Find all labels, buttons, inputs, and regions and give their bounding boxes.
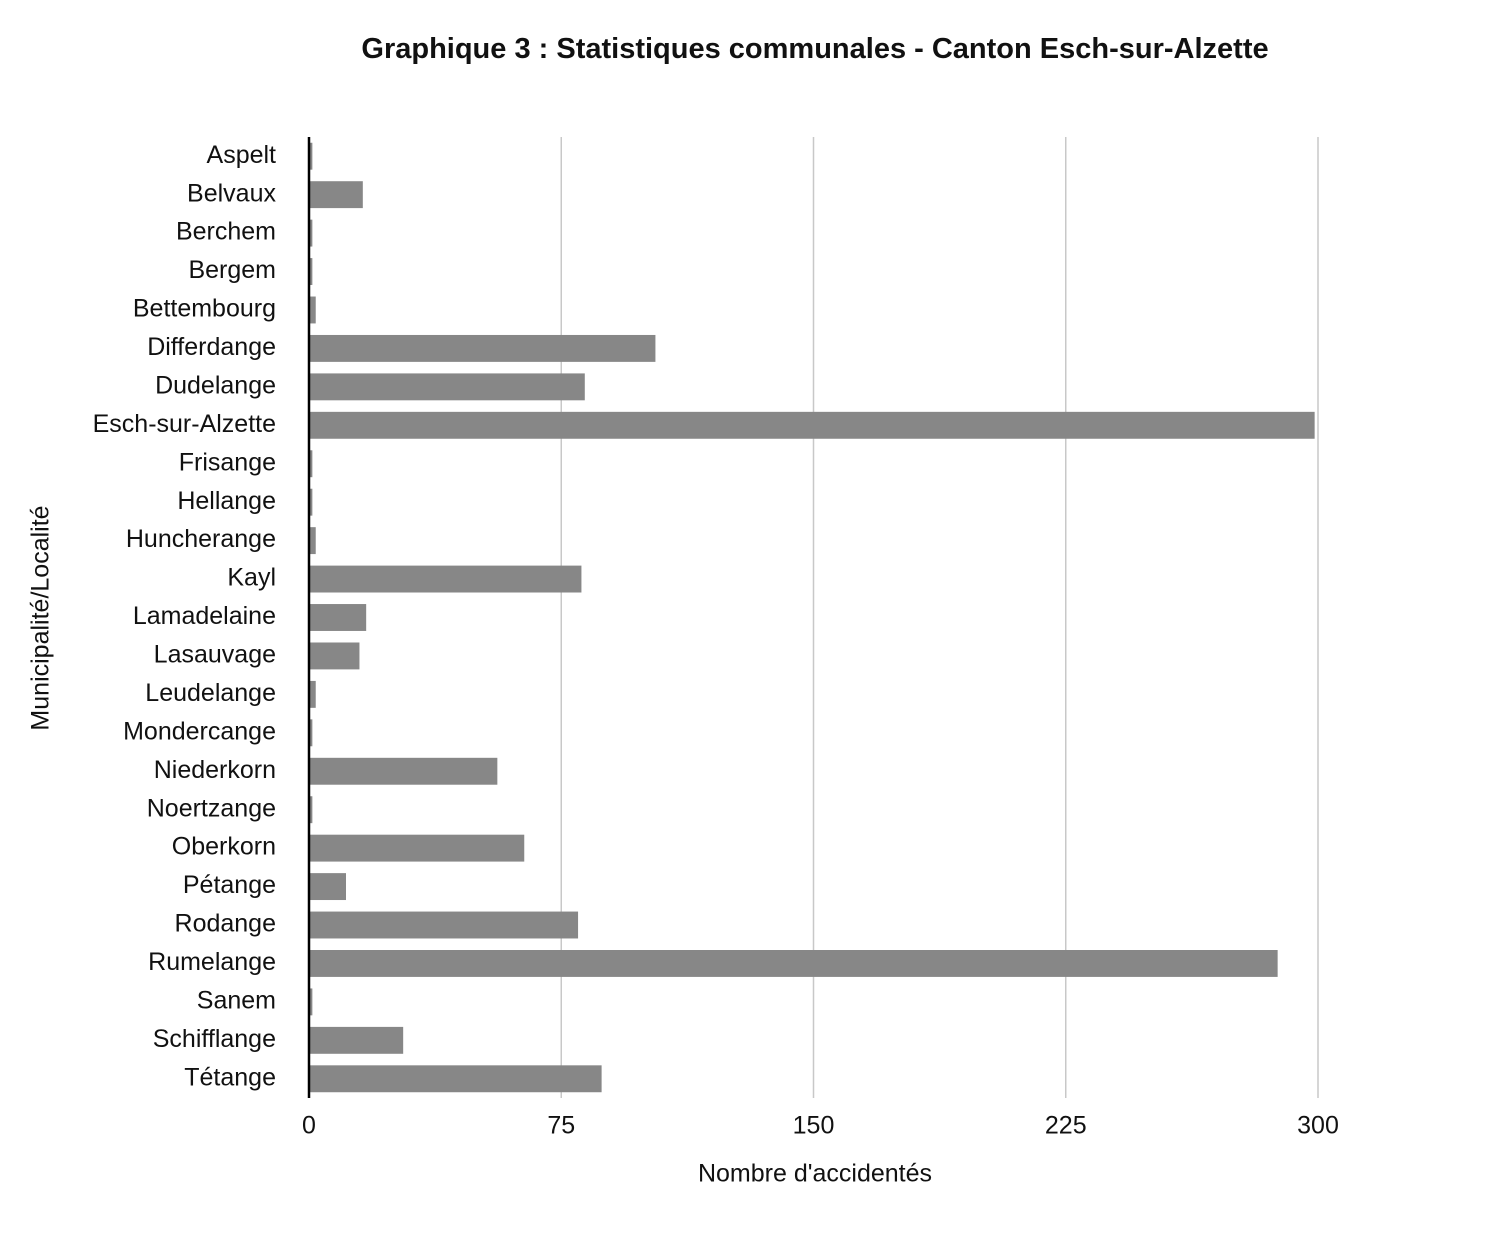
x-tick-label: 225 [1045,1112,1087,1140]
x-axis-label: Nombre d'accidentés [698,1160,932,1188]
y-tick-label: Frisange [179,448,276,476]
y-tick-label: Lasauvage [154,641,276,669]
x-tick-label: 75 [547,1112,575,1140]
y-tick-label: Rumelange [148,948,276,976]
y-tick-label: Oberkorn [172,833,276,861]
y-tick-label: Mondercange [123,717,276,745]
x-tick-label: 0 [302,1112,316,1140]
y-tick-label: Esch-sur-Alzette [93,410,276,438]
y-tick-label: Sanem [197,987,276,1015]
bar [309,1065,602,1093]
chart-title: Graphique 3 : Statistiques communales - … [361,33,1269,65]
bar [309,488,313,516]
bar [309,334,656,362]
y-tick-label: Rodange [175,910,276,938]
y-tick-label: Pétange [183,871,276,899]
bar [309,142,313,170]
y-tick-label: Niederkorn [154,756,276,784]
bar [309,527,316,555]
y-tick-label: Bettembourg [133,295,276,323]
y-tick-label: Leudelange [145,679,276,707]
bar [309,680,316,708]
bar [309,373,585,401]
bar [309,911,579,939]
bar [309,604,367,631]
bar [309,258,313,285]
y-tick-label: Huncherange [126,525,276,553]
bar [309,950,1278,977]
y-tick-label: Tétange [184,1063,276,1091]
bar [309,988,313,1016]
bar [309,719,313,747]
bar [309,219,313,247]
bar [309,834,525,862]
y-tick-label: Kayl [227,564,276,592]
x-tick-label: 150 [793,1112,835,1140]
bar [309,181,363,209]
y-tick-label: Dudelange [155,371,276,399]
bar [309,1026,404,1054]
bar [309,450,313,478]
y-tick-label: Hellange [177,487,276,515]
bar [309,642,360,670]
bar [309,873,346,901]
bar [309,757,498,785]
y-tick-label: Berchem [176,218,276,246]
bar [309,796,313,824]
y-axis-label: Municipalité/Localité [27,505,55,730]
bar [309,296,316,324]
bar [309,565,582,593]
y-tick-label: Belvaux [187,179,276,207]
x-tick-label: 300 [1297,1112,1339,1140]
y-tick-label: Lamadelaine [133,602,276,630]
y-tick-label: Bergem [188,256,276,284]
y-tick-label: Noertzange [147,794,276,822]
y-tick-label: Schifflange [153,1025,276,1053]
y-tick-label: Aspelt [207,141,277,169]
bar [309,411,1315,439]
y-tick-label: Differdange [147,333,276,361]
